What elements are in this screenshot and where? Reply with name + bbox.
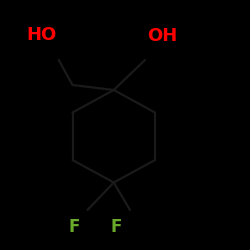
Text: HO: HO bbox=[26, 26, 56, 44]
Text: OH: OH bbox=[148, 27, 178, 45]
Text: F: F bbox=[68, 218, 80, 236]
Text: F: F bbox=[110, 218, 122, 236]
